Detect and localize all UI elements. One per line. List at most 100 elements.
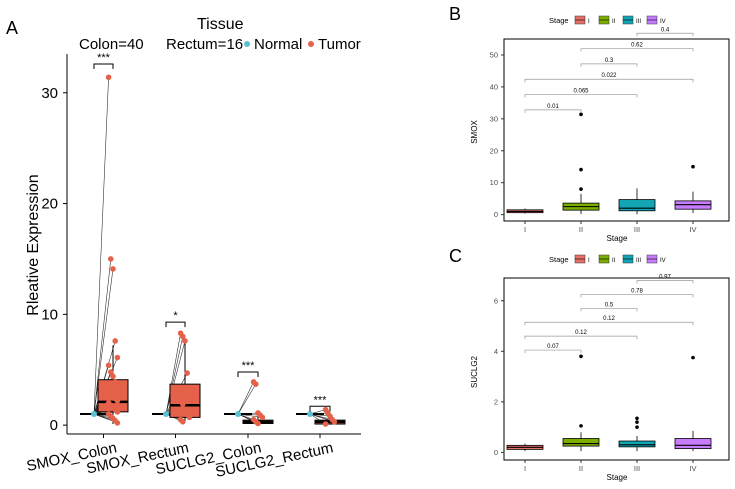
tumor-point bbox=[114, 354, 121, 361]
legend-normal-swatch bbox=[244, 41, 250, 47]
comparison-p-value: 0.12 bbox=[603, 316, 615, 322]
panel-a-y-tick-label: 10 bbox=[41, 306, 58, 323]
tumor-point bbox=[186, 414, 193, 421]
comparison-bracket bbox=[636, 280, 694, 284]
panel-c-marks bbox=[506, 354, 712, 452]
c-y-tick-label: 0 bbox=[494, 448, 498, 457]
comparison-p-value: 0.62 bbox=[631, 43, 643, 49]
tumor-point bbox=[186, 384, 193, 391]
c-legend-label-IV: IV bbox=[660, 258, 666, 264]
panel-a-plot: Rleative Expression 0 10 20 30 SMOX_ColonSM… bbox=[25, 52, 361, 481]
tumor-point bbox=[184, 370, 190, 376]
panel-b-frame bbox=[503, 38, 730, 222]
tumor-point bbox=[114, 383, 121, 390]
panel-c-ylabel: SUCLG2 bbox=[470, 355, 479, 388]
legend-tumor-label: Tumor bbox=[318, 36, 361, 53]
paired-line bbox=[93, 268, 114, 415]
outlier-point bbox=[635, 425, 639, 429]
normal-point bbox=[307, 411, 313, 418]
b-legend-title: Stage bbox=[549, 16, 569, 25]
comparison-p-value: 0.01 bbox=[547, 104, 559, 110]
paired-line bbox=[165, 340, 186, 415]
tumor-point bbox=[182, 338, 188, 344]
tumor-point bbox=[114, 420, 121, 426]
b-y-tick-label: 50 bbox=[490, 50, 498, 59]
tumor-point bbox=[180, 401, 186, 407]
stage-box-III bbox=[618, 199, 656, 212]
comparison-bracket bbox=[580, 48, 694, 52]
panel-b-ylabel: SMOX bbox=[470, 120, 479, 144]
panel-c-xlabel: Stage bbox=[607, 473, 628, 482]
tumor-point bbox=[182, 406, 188, 413]
c-x-tick-label: IV bbox=[689, 464, 696, 473]
legend-tumor-swatch bbox=[308, 41, 314, 47]
outlier-point bbox=[579, 112, 583, 117]
comparison-bracket bbox=[524, 349, 582, 354]
comparison-p-value: 0.022 bbox=[601, 73, 617, 79]
b-x-tick-label: II bbox=[579, 225, 583, 234]
significance-label: * bbox=[173, 310, 178, 322]
b-x-tick-label: IV bbox=[689, 225, 696, 234]
comparison-p-value: 0.4 bbox=[661, 27, 670, 33]
b-y-tick-label: 30 bbox=[490, 114, 498, 123]
tumor-point bbox=[110, 266, 116, 272]
panel-a-marks: ********** bbox=[80, 52, 346, 427]
panel-a-y-ticks: 0 10 20 30 bbox=[41, 85, 67, 434]
outlier-point bbox=[579, 187, 583, 191]
comparison-bracket bbox=[524, 335, 638, 340]
tumor-point bbox=[180, 333, 186, 340]
normal-point bbox=[91, 411, 97, 418]
panel-b-xlabel: Stage bbox=[607, 234, 628, 243]
comparison-bracket bbox=[580, 307, 638, 312]
panel-a-y-tick-label: 20 bbox=[41, 196, 58, 213]
tumor-point bbox=[114, 409, 121, 415]
comparison-p-value: 0.78 bbox=[631, 288, 643, 294]
panel-a-ylabel: Rleative Expression bbox=[25, 174, 42, 315]
significance-label: *** bbox=[97, 52, 111, 64]
c-x-tick-label: III bbox=[634, 464, 640, 473]
tumor-point bbox=[259, 414, 266, 421]
b-legend-label-II: II bbox=[612, 19, 616, 25]
b-y-tick-label: 20 bbox=[490, 146, 498, 155]
tumor-point bbox=[177, 393, 184, 400]
b-y-tick-label: 40 bbox=[490, 82, 498, 91]
paired-line bbox=[237, 381, 254, 415]
comparison-bracket bbox=[580, 63, 638, 67]
b-legend-label-IV: IV bbox=[660, 19, 666, 25]
panel-a-legend: Tissue Colon=40 Rectum=16 Normal Tumor bbox=[79, 16, 361, 53]
paired-line bbox=[237, 384, 257, 415]
significance-bracket bbox=[165, 321, 186, 328]
b-y-tick-label: 0 bbox=[494, 210, 498, 219]
c-legend-label-II: II bbox=[612, 258, 616, 264]
c-legend-label-III: III bbox=[636, 258, 641, 264]
outlier-point bbox=[635, 420, 639, 424]
tumor-point bbox=[105, 362, 112, 369]
panel-a-legend-title: Tissue bbox=[197, 16, 244, 33]
outlier-point bbox=[579, 354, 583, 359]
panel-label-a: A bbox=[6, 18, 18, 38]
paired-line bbox=[165, 333, 181, 415]
stage-box-II bbox=[562, 438, 600, 447]
c-y-tick-label: 2 bbox=[494, 397, 498, 406]
comparison-bracket bbox=[524, 78, 694, 83]
comparison-p-value: 0.97 bbox=[659, 275, 671, 281]
panel-c-x-ticks: I II III IV bbox=[524, 460, 697, 473]
outlier-point bbox=[579, 424, 583, 428]
panel-c-legend: Stage I II III IV bbox=[549, 254, 666, 264]
comparison-p-value: 0.07 bbox=[547, 344, 559, 350]
c-x-tick-label: II bbox=[579, 464, 583, 473]
stage-box-III bbox=[618, 440, 656, 448]
normal-point bbox=[235, 411, 241, 418]
panel-label-c: C bbox=[449, 246, 462, 266]
outlier-point bbox=[579, 167, 583, 172]
tumor-point bbox=[255, 420, 261, 427]
panel-a-y-tick-label: 0 bbox=[50, 417, 58, 434]
b-y-tick-label: 10 bbox=[490, 178, 498, 187]
tumor-point bbox=[108, 369, 114, 375]
c-x-tick-label: I bbox=[524, 464, 526, 473]
panel-a-y-tick-label: 30 bbox=[41, 85, 58, 102]
panel-a-x-ticks: SMOX_ColonSMOX_RectumSUCLG2_ColonSUCLG2_… bbox=[25, 434, 335, 481]
paired-line bbox=[165, 336, 184, 415]
comparison-p-value: 0.5 bbox=[605, 302, 614, 308]
